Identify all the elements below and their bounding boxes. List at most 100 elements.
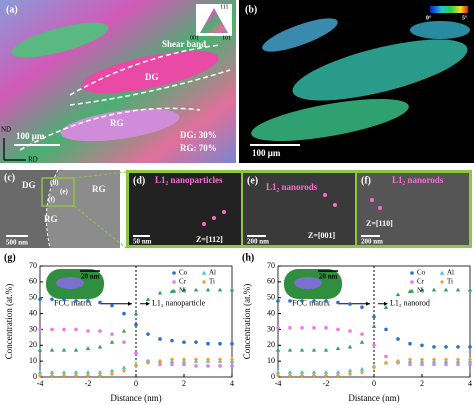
marker (443, 287, 449, 292)
legend-marker (439, 270, 445, 275)
diffraction-spot (212, 216, 216, 220)
marker (468, 345, 472, 349)
marker (85, 346, 91, 351)
annotation: (e) (60, 188, 68, 196)
y-tick-label: 30 (29, 324, 37, 333)
diffraction-spot (323, 193, 327, 197)
arrowhead (384, 301, 388, 306)
marker (206, 357, 210, 362)
marker (218, 357, 222, 362)
marker (383, 305, 389, 309)
annotation: RG (92, 184, 106, 194)
legend-marker (409, 288, 415, 293)
marker (324, 326, 328, 330)
marker (420, 343, 424, 348)
boundary (19, 44, 231, 151)
arrowhead (366, 301, 370, 306)
zoom-line (73, 171, 127, 249)
y-axis-label: Concentration (at.%) (4, 284, 14, 359)
marker (145, 297, 151, 301)
marker (49, 347, 55, 352)
x-axis-label: Distance (nm) (110, 393, 161, 403)
panel-e: (e) L1₂ nanorods 200 nm Z=[001] (243, 173, 355, 246)
marker (62, 297, 66, 302)
marker (275, 370, 281, 374)
colorbar-label: 5° (462, 14, 468, 21)
marker (347, 368, 353, 373)
x-axis-label: Distance (nm) (348, 393, 399, 403)
panel-d: (d) L1₂ nanoparticles 50 nm Z=[112] (129, 173, 241, 246)
marker (312, 299, 316, 303)
marker (431, 287, 437, 292)
marker (384, 360, 388, 366)
marker (408, 362, 412, 367)
x-tick-label: 2 (182, 379, 186, 388)
marker (110, 332, 114, 336)
marker (38, 373, 42, 378)
scale-label: 100 μm (16, 131, 45, 141)
y-axis-label: Concentration (at.%) (242, 284, 252, 359)
marker (170, 357, 174, 362)
marker (336, 373, 340, 378)
diffraction-spot (222, 210, 226, 214)
marker (121, 328, 127, 333)
panel-title: L1₂ nanoparticles (155, 175, 223, 185)
marker (456, 357, 460, 362)
marker (371, 324, 377, 328)
annotation: DG: 30% (180, 130, 217, 140)
marker (98, 329, 102, 333)
legend-label: Cr (179, 278, 187, 286)
annotation: RG (110, 118, 124, 128)
marker (38, 327, 42, 332)
marker (110, 371, 114, 377)
x-tick-label: -2 (85, 379, 92, 388)
marker (74, 373, 78, 378)
marker (194, 357, 198, 362)
tem-image (129, 173, 241, 245)
marker (229, 287, 235, 292)
marker (360, 305, 364, 310)
marker (395, 292, 401, 297)
marker (300, 299, 304, 303)
marker (50, 297, 54, 302)
marker (146, 360, 150, 366)
x-tick-label: 0 (372, 379, 376, 388)
panel-c: (c) DG RG RG (d) (e) (f) 500 nm (0, 169, 127, 249)
marker (134, 351, 138, 356)
marker (182, 357, 186, 362)
marker (276, 326, 280, 330)
marker (37, 347, 43, 352)
tem-image (243, 173, 355, 245)
axis-label: RD (28, 156, 38, 164)
marker (122, 340, 126, 344)
marker (324, 299, 328, 303)
marker (134, 322, 138, 327)
region (292, 39, 468, 101)
marker (348, 371, 352, 377)
annotation: DG (145, 72, 159, 82)
x-tick-label: 0 (134, 379, 138, 388)
panel-title: L1₂ nanorods (266, 182, 318, 192)
marker (110, 303, 114, 308)
panel-label: (a) (6, 4, 18, 15)
marker (432, 362, 436, 367)
ipf-label: 101 (222, 35, 231, 41)
inset-feature (56, 277, 84, 289)
marker (432, 357, 436, 362)
marker (170, 338, 174, 343)
marker (38, 297, 42, 302)
y-tick-label: 50 (29, 293, 37, 302)
panel-label: (e) (247, 175, 258, 186)
marker (420, 362, 424, 367)
marker (299, 370, 305, 374)
y-tick-label: 70 (267, 261, 275, 270)
marker (372, 314, 376, 319)
marker (109, 368, 115, 373)
highlight-box (41, 177, 75, 207)
marker (347, 344, 353, 349)
marker (419, 287, 425, 292)
axis-label: ND (1, 126, 11, 134)
boundary (45, 169, 59, 249)
marker (336, 327, 340, 332)
legend-marker (201, 270, 207, 275)
